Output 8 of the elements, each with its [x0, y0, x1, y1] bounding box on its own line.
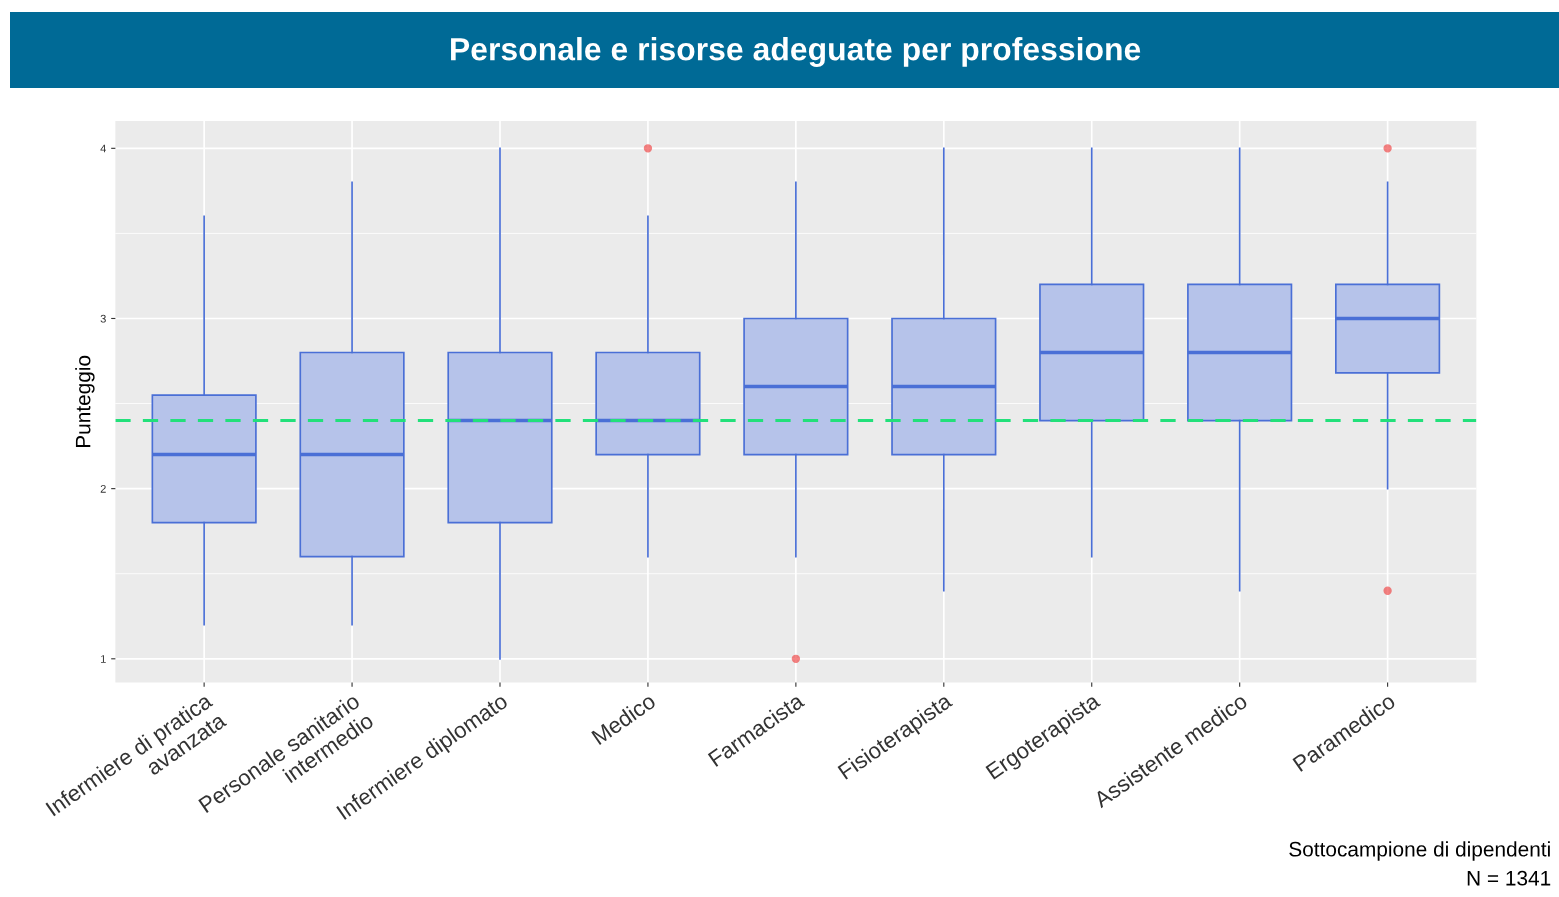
- text: N = 1341: [1467, 870, 1551, 886]
- chart-title: Personale e risorse adeguate per professione: [451, 37, 1141, 67]
- y-axis-title: Punteggio: [75, 355, 95, 448]
- y-tick-label: 4: [100, 144, 107, 153]
- y-tick-label: 1: [101, 655, 106, 663]
- y-tick-label: 2: [100, 484, 106, 493]
- y-tick-label: 3: [100, 314, 106, 323]
- text: Sottocampione di dipendenti: [1289, 841, 1550, 861]
